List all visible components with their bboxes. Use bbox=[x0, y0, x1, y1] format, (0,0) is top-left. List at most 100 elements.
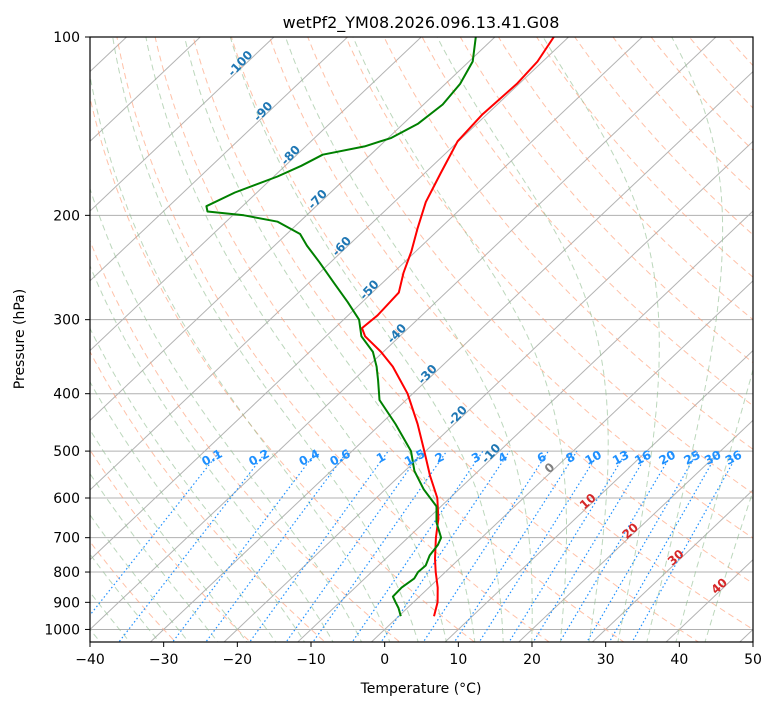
mixing-ratio-label: 0.1 bbox=[199, 446, 224, 468]
moist-adiabat-line bbox=[90, 428, 248, 642]
mixing-ratio-line bbox=[312, 450, 448, 642]
x-tick-label: −40 bbox=[75, 652, 105, 668]
dry-adiabat-line bbox=[90, 350, 326, 642]
moist-adiabat-line bbox=[90, 472, 219, 642]
dry-adiabat-label: -50 bbox=[357, 277, 382, 302]
isotherm-line bbox=[0, 24, 67, 654]
mixing-ratio-label: 0.2 bbox=[246, 446, 271, 468]
dry-adiabat-line bbox=[154, 37, 625, 642]
isotherm-line bbox=[90, 37, 643, 561]
mixing-ratio-line bbox=[532, 450, 650, 642]
plot-area bbox=[0, 24, 775, 654]
dry-adiabat-line bbox=[90, 239, 401, 642]
dry-adiabat-label: -30 bbox=[415, 362, 440, 387]
mixing-ratio-line bbox=[608, 450, 720, 642]
y-axis: 100 200 300 400 500 600 700 800 900 1000 bbox=[44, 30, 90, 638]
isotherm-line bbox=[149, 70, 753, 642]
moist-adiabat-line bbox=[90, 514, 190, 642]
isotherm-line bbox=[223, 140, 753, 642]
moist-adiabat-line bbox=[90, 264, 334, 642]
mixing-ratio-line bbox=[248, 450, 389, 642]
y-tick-label: 300 bbox=[53, 313, 80, 329]
mixing-ratio-line bbox=[559, 450, 674, 642]
isotherm-line bbox=[90, 37, 422, 352]
moist-adiabat-label: 20 bbox=[619, 520, 641, 542]
x-axis: −40 −30 −20 −10 0 10 20 30 40 50 bbox=[75, 642, 762, 668]
moist-adiabat-line bbox=[183, 37, 476, 642]
dry-adiabat-line bbox=[756, 26, 775, 654]
x-tick-label: 30 bbox=[597, 652, 615, 668]
moist-adiabat-line bbox=[90, 73, 391, 642]
mixing-ratio-line bbox=[380, 450, 511, 642]
dry-adiabat-line bbox=[307, 37, 753, 539]
isotherm-line bbox=[90, 37, 201, 143]
dry-adiabat-line bbox=[230, 37, 753, 630]
dry-adiabat-line bbox=[192, 37, 700, 642]
moist-adiabat-line bbox=[675, 367, 753, 642]
moist-adiabat-line bbox=[112, 37, 419, 642]
dry-adiabat-line bbox=[612, 37, 753, 194]
y-tick-label: 600 bbox=[53, 491, 80, 507]
mixing-ratio-line bbox=[586, 450, 699, 642]
moist-adiabat-label: 30 bbox=[665, 547, 687, 569]
isotherm-line bbox=[90, 37, 717, 631]
y-axis-label: Pressure (hPa) bbox=[12, 289, 28, 389]
mixing-ratio-line bbox=[453, 450, 578, 642]
x-tick-label: 40 bbox=[670, 652, 688, 668]
x-tick-label: 0 bbox=[380, 652, 389, 668]
mixing-ratio-line bbox=[422, 450, 549, 642]
y-tick-label: 900 bbox=[53, 595, 80, 611]
isotherm-line bbox=[90, 37, 275, 212]
mixing-ratio-label: 30 bbox=[702, 448, 723, 468]
mixing-ratio-line bbox=[285, 450, 423, 642]
isotherm-line bbox=[90, 37, 349, 282]
dry-adiabat-label: -100 bbox=[225, 48, 256, 80]
y-tick-label: 400 bbox=[53, 387, 80, 403]
dry-adiabat-line bbox=[90, 449, 251, 642]
isotherm-line bbox=[444, 349, 753, 642]
isotherm-line bbox=[518, 419, 753, 642]
isotherm-line bbox=[90, 37, 496, 421]
dry-adiabat-label: -80 bbox=[278, 142, 303, 167]
moist-adiabat-line bbox=[542, 37, 660, 642]
line-labels: 0.1 0.2 0.4 0.6 1 1.5 2 3 4 6 8 10 13 16 20 25 30 36-100-… bbox=[199, 48, 744, 597]
mixing-ratio-label: 20 bbox=[657, 448, 678, 468]
mixing-ratio-label: 36 bbox=[723, 448, 744, 468]
mixing-ratio-line bbox=[205, 450, 349, 642]
x-tick-label: −20 bbox=[223, 652, 253, 668]
y-tick-label: 700 bbox=[53, 531, 80, 547]
isotherm-line bbox=[739, 628, 753, 642]
dewpoint-profile-line bbox=[205, 37, 477, 617]
dry-adiabat-line bbox=[116, 37, 550, 642]
moist-adiabat-line bbox=[704, 489, 753, 642]
y-tick-label: 100 bbox=[53, 30, 80, 46]
isotherm-line bbox=[591, 489, 753, 642]
mixing-ratio-line bbox=[478, 450, 601, 642]
x-tick-label: −30 bbox=[149, 652, 179, 668]
chart-title: wetPf2_YM08.2026.096.13.41.G08 bbox=[283, 13, 560, 33]
x-tick-label: 10 bbox=[449, 652, 467, 668]
dry-adiabat-line bbox=[497, 37, 753, 321]
mixing-ratio-label: 8 bbox=[563, 450, 577, 466]
moist-adiabat-label: 0 bbox=[542, 460, 558, 476]
x-tick-label: 50 bbox=[744, 652, 762, 668]
x-axis-label: Temperature (°C) bbox=[360, 681, 482, 697]
mixing-ratio-line bbox=[351, 450, 484, 642]
dry-adiabat-line bbox=[383, 37, 753, 450]
isotherm-line bbox=[370, 280, 753, 642]
moist-adiabat-line bbox=[90, 380, 277, 642]
dry-adiabat-label: -90 bbox=[251, 99, 276, 124]
mixing-ratio-line bbox=[118, 450, 268, 642]
moist-adiabat-line bbox=[145, 37, 447, 642]
dry-adiabat-line bbox=[726, 37, 753, 67]
moist-adiabat-line bbox=[90, 553, 160, 642]
dry-adiabat-line bbox=[688, 37, 753, 109]
dry-adiabat-line bbox=[650, 37, 753, 151]
moist-adiabat-line bbox=[436, 37, 609, 642]
mixing-ratio-label: 25 bbox=[681, 448, 702, 468]
moist-adiabat-line bbox=[90, 591, 131, 642]
mixing-ratio-label: 1 bbox=[374, 450, 388, 466]
moist-adiabat-line bbox=[352, 37, 567, 642]
isotherm-line bbox=[297, 210, 753, 642]
